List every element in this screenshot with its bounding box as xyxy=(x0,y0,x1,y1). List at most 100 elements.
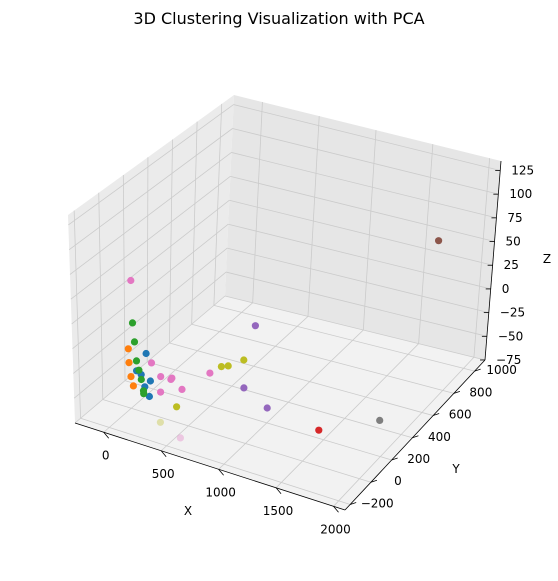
z-grid-line xyxy=(233,104,501,171)
y-tick-mark xyxy=(474,368,481,372)
x-grid-line xyxy=(333,357,475,507)
data-point xyxy=(240,384,248,392)
y-tick-label: 800 xyxy=(469,385,492,399)
y-grid-line xyxy=(191,323,454,394)
data-point xyxy=(139,387,148,395)
z-grid-line xyxy=(74,295,226,424)
x-tick-label: 1000 xyxy=(205,485,236,499)
y-tick-label: 0 xyxy=(394,474,402,488)
data-point xyxy=(156,418,164,426)
x-axis-line xyxy=(74,422,346,511)
data-point xyxy=(127,276,135,285)
data-point xyxy=(168,374,176,382)
z-tick-label: 75 xyxy=(507,211,522,225)
grid-lines xyxy=(68,102,501,507)
z-tick-label: −75 xyxy=(496,353,521,367)
x-tick-label: 2000 xyxy=(320,522,351,536)
data-point xyxy=(251,322,259,330)
x-tick-mark xyxy=(160,450,167,458)
z-tick-label: 50 xyxy=(506,235,521,249)
x-grid-line xyxy=(160,316,309,452)
z-grid-line xyxy=(230,175,495,242)
z-grid-line xyxy=(68,104,234,226)
x-tick-mark xyxy=(218,469,224,476)
z-grid-line xyxy=(228,223,491,290)
y-tick-mark xyxy=(453,390,461,394)
y-axis-line xyxy=(344,359,486,511)
y-tick-label: 1000 xyxy=(486,363,517,377)
z-grid-line xyxy=(231,152,497,219)
y-grid-line xyxy=(147,361,413,439)
z-grid-line xyxy=(71,199,230,325)
z-tick-label: 125 xyxy=(511,163,534,177)
data-point xyxy=(147,359,156,367)
data-point xyxy=(178,385,186,393)
x-tick-label: 500 xyxy=(152,467,175,481)
data-point xyxy=(142,349,150,358)
data-point xyxy=(435,237,443,245)
y-grid-line xyxy=(102,399,372,483)
y-grid-line xyxy=(124,380,392,461)
data-point xyxy=(206,369,214,377)
data-point xyxy=(176,434,184,442)
data-point xyxy=(263,404,271,412)
x-axis-label: X xyxy=(184,504,192,518)
data-point xyxy=(130,338,139,346)
x-tick-mark xyxy=(333,506,339,513)
z-grid-line xyxy=(224,295,486,361)
left-pane xyxy=(68,95,234,423)
y-axis-label: Y xyxy=(451,462,460,476)
data-points xyxy=(124,237,443,442)
z-grid-line xyxy=(225,271,488,337)
axis-ticks: 0500100015002000−20002004006008001000−75… xyxy=(74,160,534,536)
data-point xyxy=(157,373,165,381)
z-grid-line xyxy=(73,271,227,399)
data-point xyxy=(135,366,143,374)
z-tick-label: −50 xyxy=(498,329,523,343)
floor-pane xyxy=(75,296,485,510)
z-grid-line xyxy=(73,247,228,374)
z-grid-line xyxy=(232,128,499,195)
y-tick-mark xyxy=(350,502,357,505)
data-point xyxy=(127,373,135,381)
z-tick-label: −25 xyxy=(500,306,525,320)
y-tick-label: 200 xyxy=(407,452,430,466)
y-tick-label: 600 xyxy=(449,408,472,422)
chart-title: 3D Clustering Visualization with PCA xyxy=(133,9,424,28)
x-grid-line xyxy=(275,343,419,489)
y-grid-line xyxy=(169,342,434,416)
x-grid-line xyxy=(218,329,364,470)
data-point xyxy=(137,375,145,384)
data-point xyxy=(146,377,154,385)
y-tick-mark xyxy=(433,413,440,416)
data-point xyxy=(173,403,181,411)
y-tick-mark xyxy=(391,457,398,461)
y-tick-mark xyxy=(412,435,419,439)
z-grid-line xyxy=(68,128,233,250)
z-axis-label: Z xyxy=(543,252,551,266)
y-grid-line xyxy=(213,305,475,372)
x-tick-mark xyxy=(275,487,282,495)
data-point xyxy=(376,416,384,424)
data-point xyxy=(224,362,232,370)
z-tick-label: 0 xyxy=(502,282,510,296)
z-tick-label: 100 xyxy=(509,187,532,201)
data-point xyxy=(129,382,137,390)
data-point xyxy=(315,426,323,434)
y-tick-label: −200 xyxy=(361,496,394,510)
data-point xyxy=(157,388,165,396)
x-tick-mark xyxy=(103,431,110,439)
z-grid-line xyxy=(70,176,231,300)
data-point xyxy=(240,356,248,364)
z-grid-line xyxy=(69,152,232,275)
x-grid-line xyxy=(103,302,253,433)
x-tick-label: 0 xyxy=(102,448,110,462)
data-point xyxy=(125,359,133,367)
axis-panes xyxy=(68,95,501,510)
data-point xyxy=(217,363,225,371)
z-grid-line xyxy=(229,199,493,266)
z-tick-label: 25 xyxy=(504,258,519,272)
data-point xyxy=(145,392,153,401)
y-tick-label: 400 xyxy=(428,430,451,444)
